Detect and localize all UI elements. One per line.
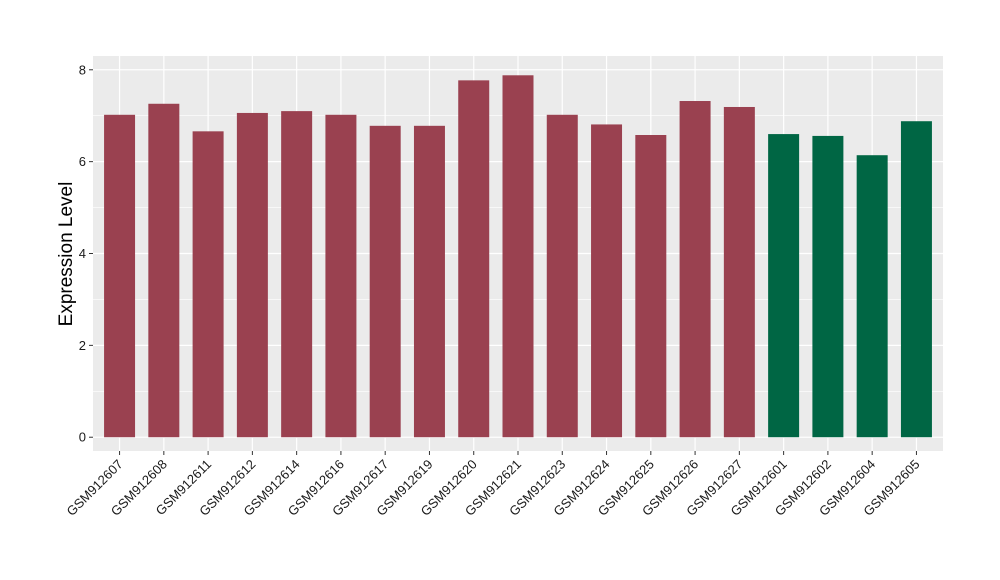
bar-GSM912608 — [148, 103, 180, 438]
bar-GSM912604 — [856, 155, 888, 438]
y-tick-label: 2 — [79, 338, 86, 353]
bar-GSM912626 — [679, 101, 711, 438]
bar-GSM912605 — [900, 121, 932, 438]
y-axis-title: Expression Level — [56, 182, 77, 327]
bars — [104, 75, 932, 438]
bar-GSM912620 — [458, 80, 490, 438]
bar-GSM912602 — [812, 135, 844, 438]
bar-GSM912619 — [413, 125, 445, 438]
y-tick-label: 0 — [79, 430, 86, 445]
y-tick-label: 4 — [79, 246, 86, 261]
bar-GSM912607 — [104, 114, 136, 438]
x-axis: GSM912607GSM912608GSM912611GSM912612GSM9… — [63, 451, 923, 519]
bar-GSM912601 — [768, 134, 800, 438]
y-axis: 0 2 4 6 8 — [79, 62, 93, 445]
bar-GSM912617 — [369, 125, 401, 438]
bar-GSM912611 — [192, 131, 224, 438]
bar-GSM912614 — [281, 111, 313, 438]
bar-GSM912612 — [236, 112, 268, 438]
y-tick-label: 8 — [79, 62, 86, 77]
bar-GSM912627 — [723, 106, 755, 438]
y-tick-label: 6 — [79, 154, 86, 169]
bar-GSM912621 — [502, 75, 534, 438]
bar-GSM912625 — [635, 135, 667, 438]
bar-GSM912624 — [591, 124, 623, 438]
bar-GSM912616 — [325, 114, 357, 438]
bar-GSM912623 — [546, 114, 578, 438]
